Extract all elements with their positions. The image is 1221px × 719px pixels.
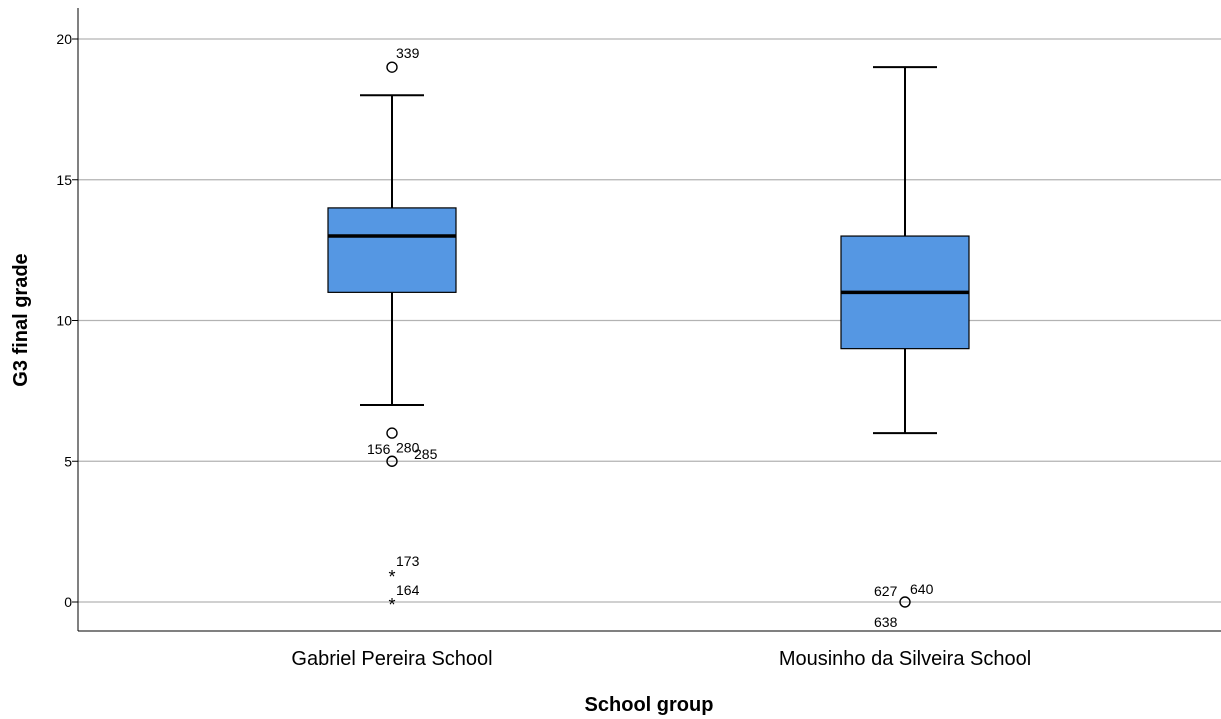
y-tick-label: 5 xyxy=(64,453,72,469)
outlier-id-label: 285 xyxy=(414,446,438,462)
outlier-circle xyxy=(899,596,911,608)
x-axis-title: School group xyxy=(585,694,714,716)
outlier-id-label: 173 xyxy=(396,553,420,569)
outlier-id-label: 280 xyxy=(396,439,420,455)
y-axis-ticks: 0 5 10 15 20 xyxy=(56,31,78,610)
gridlines xyxy=(78,38,1221,603)
outlier-star: * xyxy=(388,595,395,615)
outlier-id-label: 627 xyxy=(874,583,898,599)
x-category-label: Gabriel Pereira School xyxy=(291,648,492,670)
x-category-label: Mousinho da Silveira School xyxy=(779,648,1031,670)
iqr-box xyxy=(327,207,457,293)
outlier-circle xyxy=(386,427,398,439)
outlier-id-label: 164 xyxy=(396,582,420,598)
y-tick-label: 20 xyxy=(56,31,72,47)
outlier-star: * xyxy=(388,567,395,587)
outlier-circle xyxy=(386,455,398,467)
outlier-circle xyxy=(386,61,398,73)
box-mousinho-da-silveira: 627 640 638 xyxy=(840,66,970,630)
y-axis-title: G3 final grade xyxy=(10,253,32,386)
y-tick-label: 10 xyxy=(56,313,72,329)
outlier-id-label: 156 xyxy=(367,441,391,457)
y-tick-label: 15 xyxy=(56,172,72,188)
outlier-id-label: 339 xyxy=(396,45,420,61)
y-tick-label: 0 xyxy=(64,594,72,610)
x-axis-categories: Gabriel Pereira School Mousinho da Silvei… xyxy=(291,648,1031,670)
outlier-id-label: 640 xyxy=(910,581,934,597)
outlier-id-label: 638 xyxy=(874,614,898,630)
